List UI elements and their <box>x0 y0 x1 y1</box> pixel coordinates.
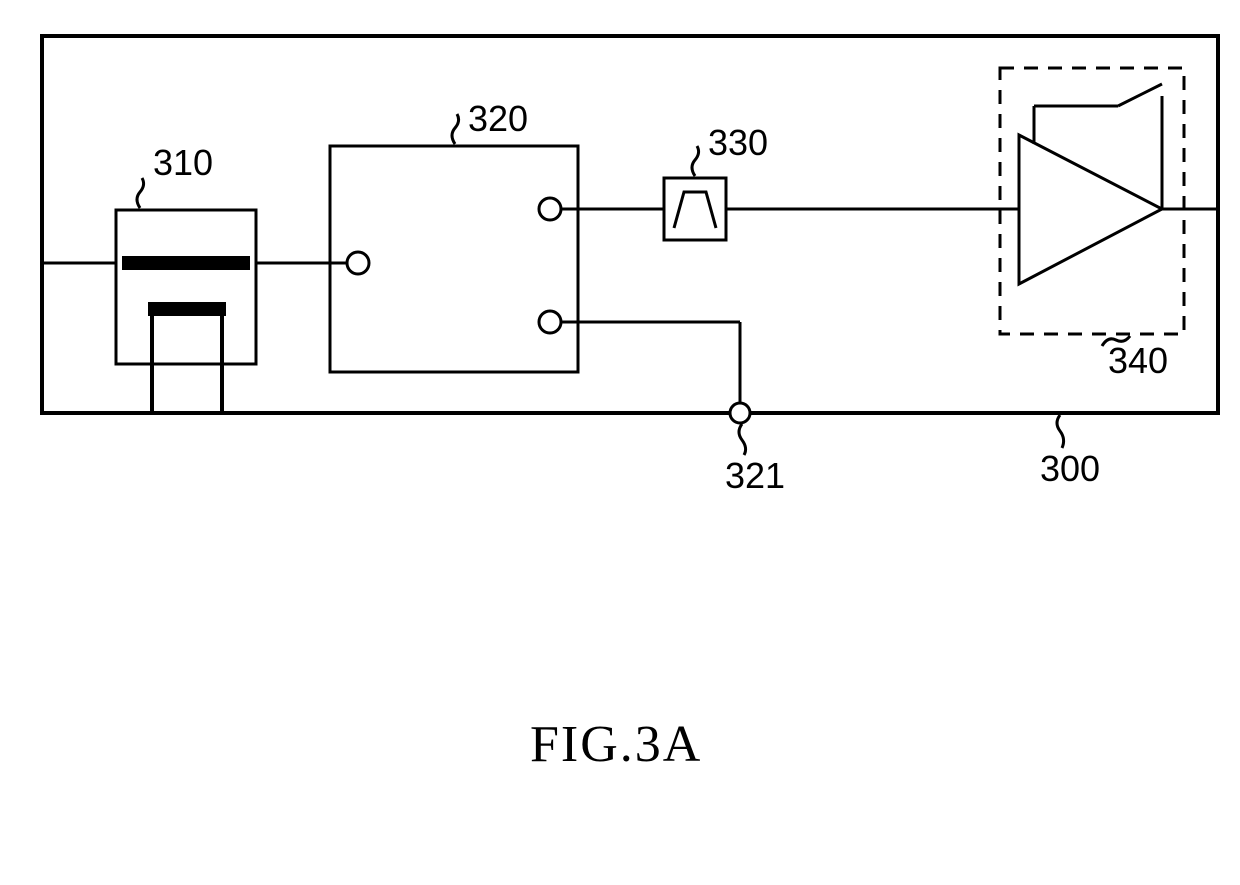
label-320: 320 <box>468 98 528 140</box>
filter-330 <box>664 178 726 240</box>
leader-321 <box>739 424 746 455</box>
coupler-310 <box>116 210 256 413</box>
wire-splitter-bottom <box>561 322 750 423</box>
label-340: 340 <box>1108 340 1168 382</box>
label-310: 310 <box>153 142 213 184</box>
outer-box <box>42 36 1218 413</box>
leader-310 <box>137 178 144 208</box>
leader-300 <box>1057 415 1064 448</box>
splitter-320 <box>330 146 578 372</box>
label-321: 321 <box>725 455 785 497</box>
leader-330 <box>692 146 699 176</box>
leader-320 <box>452 114 459 144</box>
label-330: 330 <box>708 122 768 164</box>
amp-340 <box>1000 68 1218 334</box>
label-300: 300 <box>1040 448 1100 490</box>
figure-caption: FIG.3A <box>530 715 702 774</box>
